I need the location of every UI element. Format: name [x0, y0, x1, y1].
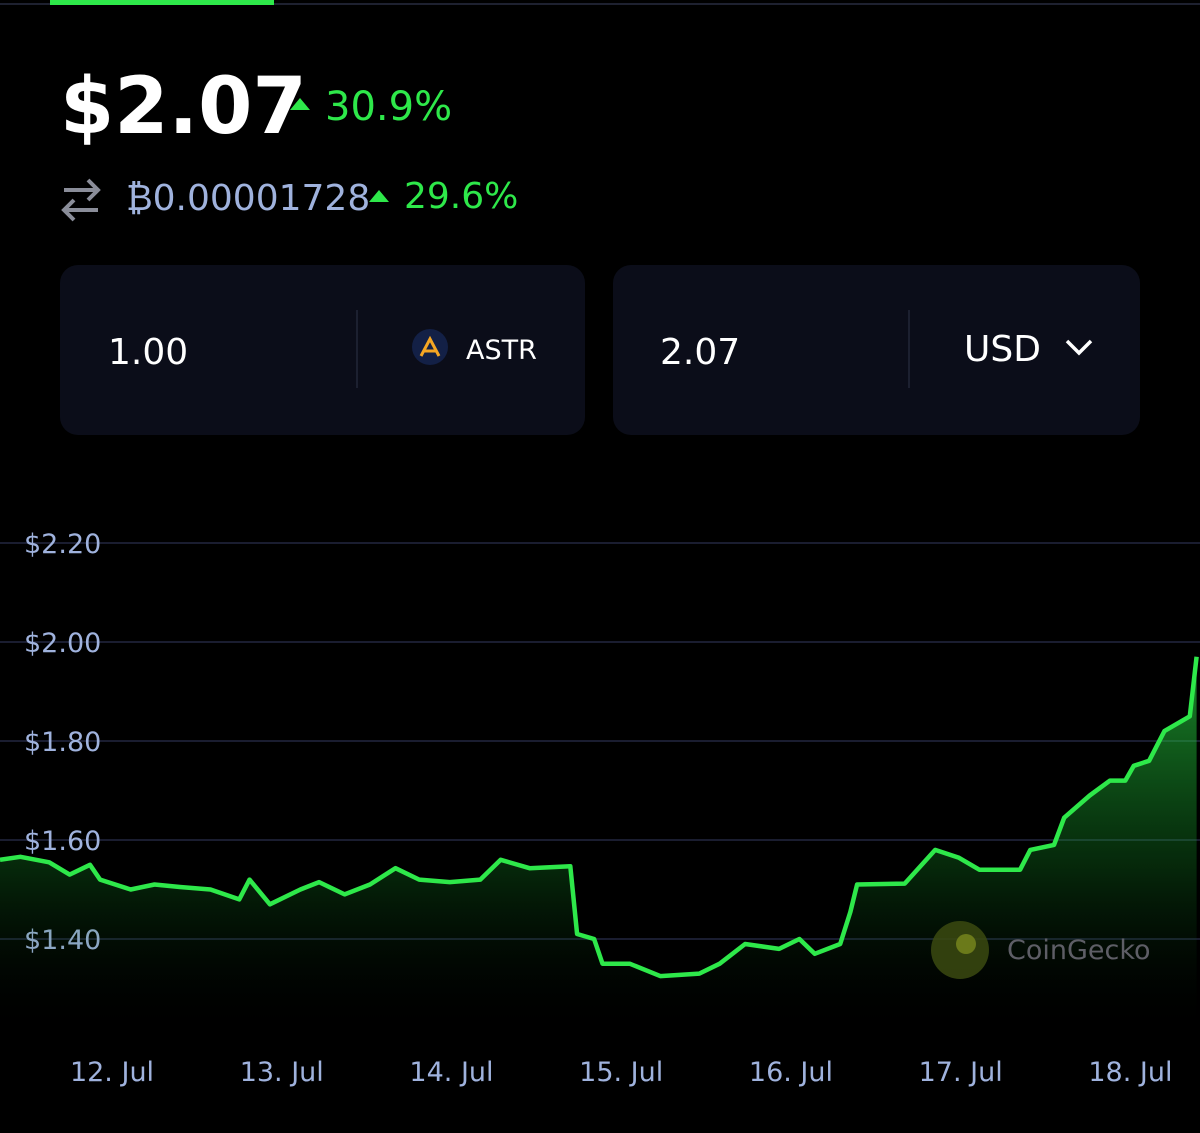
currency[interactable]: USD — [964, 329, 1041, 370]
up-arrow — [290, 98, 310, 110]
area — [0, 656, 1197, 1038]
price-change: 30.9% — [325, 84, 452, 130]
btc-price: ₿0.00001728 — [126, 178, 370, 219]
active-tab-indicator[interactable] — [50, 0, 274, 5]
dropdown-chevron[interactable] — [1065, 339, 1093, 356]
converted-box[interactable] — [613, 265, 1140, 435]
watermark-logo-eye — [956, 934, 976, 954]
btc-change: 29.6% — [404, 176, 518, 217]
x-tick-label: 18. Jul — [1088, 1057, 1172, 1088]
x-tick-label: 14. Jul — [409, 1057, 493, 1088]
y-tick-label: $2.20 — [24, 529, 101, 560]
price: $2.07 — [60, 62, 307, 152]
x-tick-label: 17. Jul — [919, 1057, 1003, 1088]
price-line — [0, 656, 1199, 979]
x-tick-label: 12. Jul — [70, 1057, 154, 1088]
x-tick-label: 16. Jul — [749, 1057, 833, 1088]
watermark: CoinGecko — [1007, 935, 1151, 966]
coin-logo — [412, 329, 448, 365]
amount-box[interactable] — [60, 265, 585, 435]
y-tick-label: $1.60 — [24, 826, 101, 857]
up-arrow — [369, 190, 389, 202]
coin: ASTR — [466, 335, 537, 366]
y-tick-label: $1.80 — [24, 727, 101, 758]
amount[interactable]: 1.00 — [108, 332, 188, 373]
y-tick-label: $2.00 — [24, 628, 101, 659]
x-tick-label: 13. Jul — [240, 1057, 324, 1088]
swap-icon[interactable] — [61, 178, 101, 222]
coin-logo-mark — [419, 335, 441, 357]
x-tick-label: 15. Jul — [579, 1057, 663, 1088]
converted-amount[interactable]: 2.07 — [660, 332, 740, 373]
